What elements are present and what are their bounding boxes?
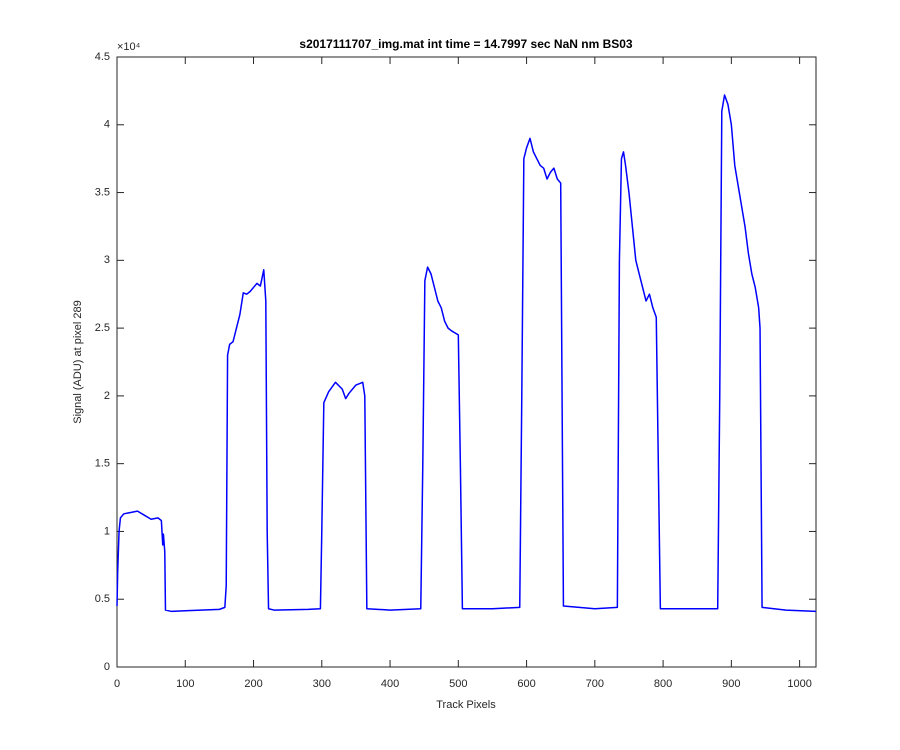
y-tick-label: 0.5 bbox=[95, 593, 110, 605]
x-tick-label: 900 bbox=[722, 678, 740, 690]
x-tick-label: 400 bbox=[381, 678, 399, 690]
plot-box bbox=[116, 56, 817, 668]
y-tick-label: 3 bbox=[104, 254, 110, 266]
y-tick-label: 0 bbox=[104, 661, 110, 673]
x-tick-label: 300 bbox=[313, 678, 331, 690]
y-tick-label: 4.5 bbox=[95, 51, 110, 63]
x-tick-label: 100 bbox=[176, 678, 194, 690]
x-tick-label: 200 bbox=[244, 678, 262, 690]
y-tick-label: 2 bbox=[104, 390, 110, 402]
chart-title: s2017111707_img.mat int time = 14.7997 s… bbox=[299, 37, 633, 51]
y-axis-label: Signal (ADU) at pixel 289 bbox=[72, 300, 84, 424]
x-axis-label: Track Pixels bbox=[436, 699, 496, 711]
y-tick-label: 3.5 bbox=[95, 186, 110, 198]
x-tick-label: 500 bbox=[449, 678, 467, 690]
y-tick-label: 2.5 bbox=[95, 322, 110, 334]
y-exponent: ×10⁴ bbox=[117, 41, 141, 53]
x-tick-label: 700 bbox=[586, 678, 604, 690]
y-tick-label: 4 bbox=[104, 119, 110, 131]
y-tick-label: 1 bbox=[104, 525, 110, 537]
x-tick-label: 1000 bbox=[787, 678, 811, 690]
x-tick-label: 600 bbox=[517, 678, 535, 690]
y-tick-label: 1.5 bbox=[95, 458, 110, 470]
data-line bbox=[116, 94, 817, 613]
x-tick-label: 0 bbox=[114, 678, 120, 690]
x-tick-label: 800 bbox=[654, 678, 672, 690]
